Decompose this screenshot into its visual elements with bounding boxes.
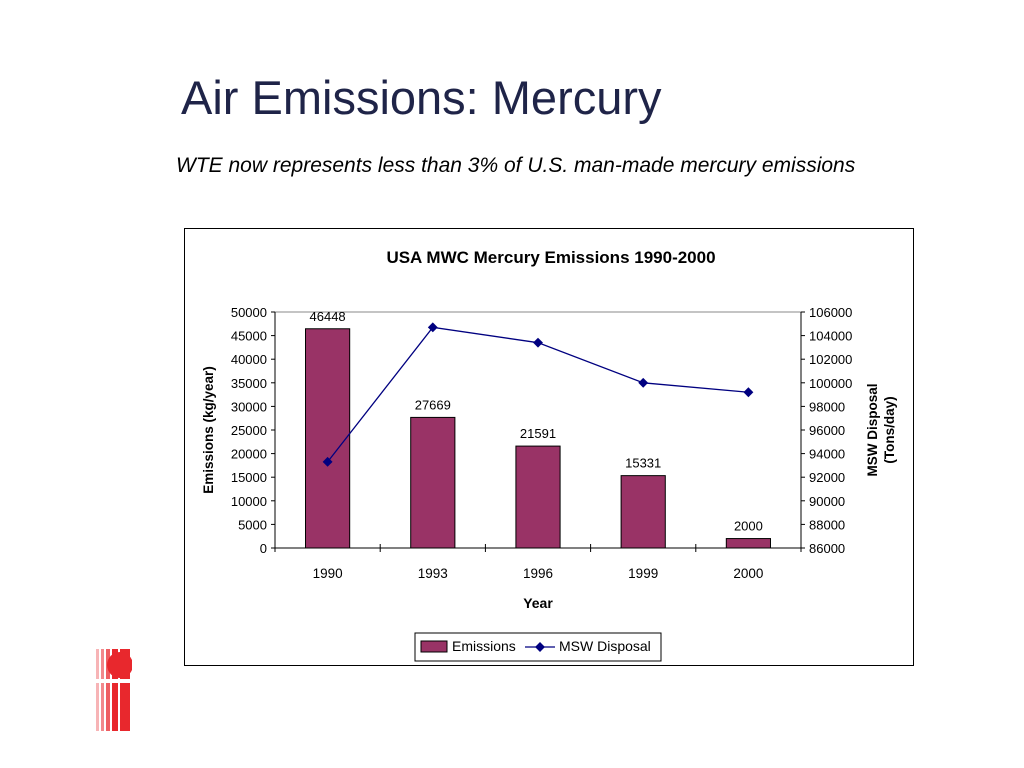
legend-msw-label: MSW Disposal — [559, 638, 651, 654]
y-tick-label: 30000 — [231, 399, 267, 414]
mercury-emissions-chart: USA MWC Mercury Emissions 1990-2000 0 500… — [201, 248, 897, 662]
y2-tick-label: 88000 — [809, 517, 845, 532]
emissions-bar — [305, 328, 351, 549]
y-tick-label: 20000 — [231, 447, 267, 462]
company-logo — [94, 649, 132, 731]
y2-tick-label: 92000 — [809, 470, 845, 485]
slide-subtitle: WTE now represents less than 3% of U.S. … — [176, 154, 856, 177]
y2-axis-label-line1: MSW Disposal — [865, 383, 880, 476]
y2-tick-label: 86000 — [809, 541, 845, 556]
emissions-data-label: 2000 — [734, 519, 763, 534]
emissions-bar — [620, 475, 666, 549]
y2-axis-label-line2: (Tons/day) — [882, 396, 897, 463]
emissions-bar — [410, 416, 456, 549]
msw-disposal-point — [743, 387, 754, 398]
chart-frame: USA MWC Mercury Emissions 1990-2000 0 500… — [184, 228, 914, 666]
y-tick-label: 0 — [260, 541, 267, 556]
emissions-bar — [725, 538, 771, 549]
chart-legend: Emissions MSW Disposal — [414, 632, 662, 662]
y-tick-label: 40000 — [231, 352, 267, 367]
legend-emissions-label: Emissions — [452, 638, 516, 654]
y-tick-label: 10000 — [231, 494, 267, 509]
y2-tick-label: 104000 — [809, 329, 852, 344]
y2-tick-label: 100000 — [809, 376, 852, 391]
legend-msw-marker — [535, 642, 545, 652]
x-tick-label: 1999 — [628, 566, 658, 581]
y2-tick-label: 102000 — [809, 352, 852, 367]
y-tick-label: 45000 — [231, 329, 267, 344]
x-tick-label: 2000 — [733, 566, 763, 581]
chart-title: USA MWC Mercury Emissions 1990-2000 — [386, 248, 715, 267]
y2-tick-label: 90000 — [809, 494, 845, 509]
y-tick-label: 25000 — [231, 423, 267, 438]
emissions-data-label: 46448 — [310, 309, 346, 324]
y-tick-label: 50000 — [231, 305, 267, 320]
y2-tick-label: 106000 — [809, 305, 852, 320]
emissions-bar — [515, 445, 561, 549]
y-tick-label: 15000 — [231, 470, 267, 485]
msw-disposal-point — [322, 456, 333, 467]
y2-tick-label: 94000 — [809, 447, 845, 462]
emissions-data-label: 21591 — [520, 426, 556, 441]
x-axis-label: Year — [523, 595, 553, 611]
msw-disposal-point — [427, 322, 438, 333]
msw-disposal-point — [533, 337, 543, 348]
y-tick-label: 5000 — [238, 517, 267, 532]
slide-title: Air Emissions: Mercury — [181, 71, 662, 124]
x-tick-label: 1996 — [523, 566, 553, 581]
y-axis-label: Emissions (kg/year) — [201, 366, 216, 494]
legend-emissions-swatch — [420, 640, 448, 653]
x-tick-label: 1993 — [418, 566, 448, 581]
x-tick-label: 1990 — [313, 566, 343, 581]
emissions-data-label: 15331 — [625, 456, 661, 471]
msw-disposal-point — [638, 377, 649, 388]
emissions-data-label: 27669 — [415, 397, 451, 412]
y2-tick-label: 98000 — [809, 399, 845, 414]
y2-tick-label: 96000 — [809, 423, 845, 438]
y-tick-label: 35000 — [231, 376, 267, 391]
